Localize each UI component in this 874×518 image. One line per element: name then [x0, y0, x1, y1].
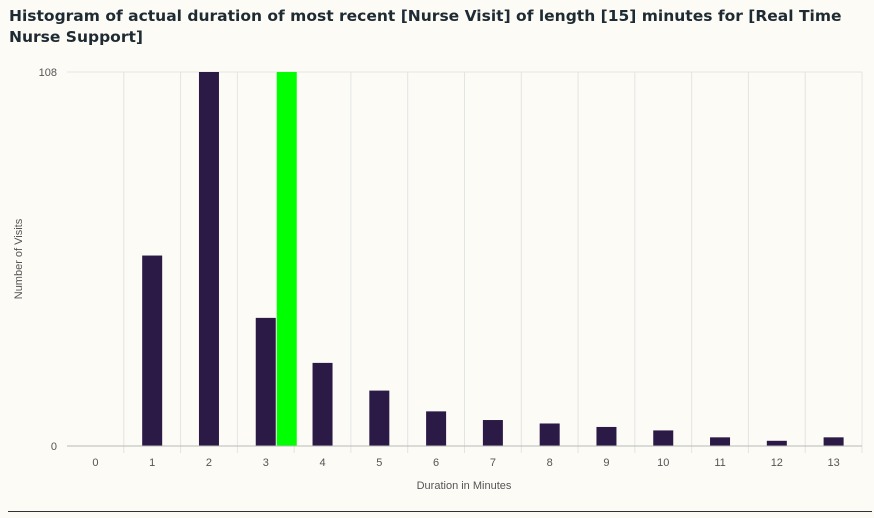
bar-9 [596, 426, 617, 446]
x-tick-label: 9 [603, 457, 609, 469]
x-tick-label: 10 [657, 457, 669, 469]
bottom-divider [8, 511, 872, 512]
x-tick-label: 0 [92, 457, 98, 469]
x-tick-label: 3 [263, 457, 269, 469]
x-tick-label: 8 [547, 457, 553, 469]
bar-2 [198, 72, 219, 446]
bar-11 [710, 437, 731, 446]
x-tick-label: 5 [376, 457, 382, 469]
bar-5 [369, 390, 390, 446]
x-tick-label: 6 [433, 457, 439, 469]
x-tick-label: 2 [206, 457, 212, 469]
chart-title: Histogram of actual duration of most rec… [9, 7, 842, 46]
bar-1 [142, 255, 163, 446]
y-tick-label: 108 [39, 67, 57, 79]
y-tick-labels: 0 108 [39, 67, 57, 453]
bar-10 [653, 430, 674, 446]
highlight-bar [276, 72, 297, 446]
bar-4 [312, 362, 333, 446]
x-tick-labels: 0 1 2 3 4 5 6 7 8 9 10 11 12 13 [92, 457, 839, 469]
bar-13 [823, 437, 844, 446]
y-tick-label: 0 [51, 441, 57, 453]
x-tick-label: 4 [319, 457, 325, 469]
x-tick-label: 1 [149, 457, 155, 469]
x-tick-label: 11 [714, 457, 725, 469]
bars-group [142, 72, 844, 446]
bar-7 [482, 420, 503, 446]
x-tick-label: 12 [771, 457, 783, 469]
x-axis-label: Duration in Minutes [417, 480, 512, 492]
bar-3 [255, 317, 276, 446]
grid-lines [67, 71, 863, 453]
bar-8 [539, 423, 560, 446]
bar-12 [766, 440, 787, 446]
bar-6 [426, 411, 447, 446]
x-tick-label: 13 [827, 457, 839, 469]
y-axis-label: Number of Visits [13, 218, 25, 299]
x-tick-label: 7 [490, 457, 496, 469]
